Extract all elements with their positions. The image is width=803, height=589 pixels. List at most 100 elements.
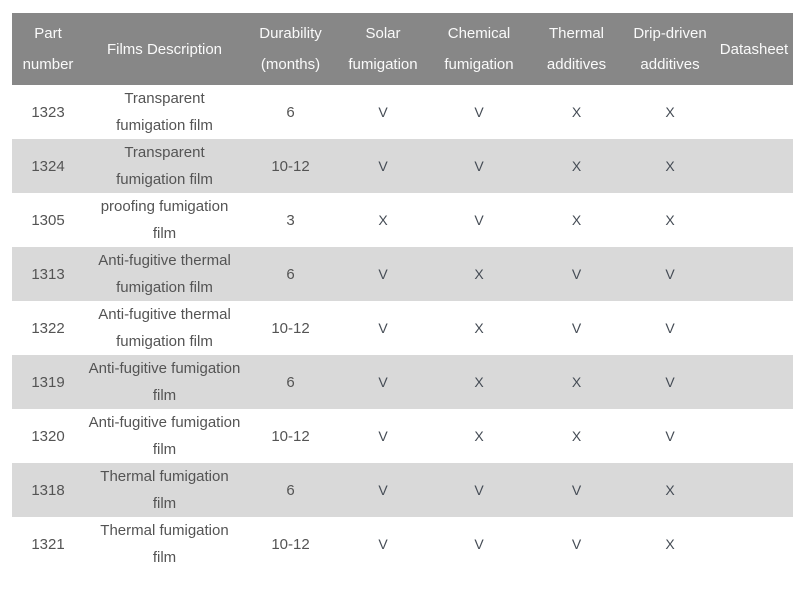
chemical-mark-cell: V <box>474 157 484 174</box>
description-cell: Anti-fugitive fumigation film <box>88 360 241 404</box>
header-line: Durability <box>259 25 322 42</box>
datasheet-cell <box>715 463 793 517</box>
part-number-cell: 1324 <box>31 157 65 175</box>
header-line: fumigation <box>348 56 418 73</box>
thermal-mark-cell: V <box>571 319 582 336</box>
header-line: Films Description <box>106 40 223 58</box>
durability-cell: 10-12 <box>271 157 310 175</box>
part-number-cell: 1321 <box>31 535 65 553</box>
solar-mark-cell: V <box>378 535 388 552</box>
durability-cell: 10-12 <box>271 535 310 553</box>
drip-mark-cell: V <box>665 265 675 282</box>
datasheet-cell <box>715 355 793 409</box>
drip-mark-cell: X <box>665 211 675 228</box>
description-cell: Transparent fumigation film <box>116 144 213 188</box>
table-row: 1323 Transparent fumigation film 6 V V X… <box>12 85 793 139</box>
col-header-durability: Durability (months) <box>245 13 336 85</box>
description-cell: Anti-fugitive thermal fumigation film <box>98 252 231 296</box>
header-line: Part <box>34 25 62 42</box>
thermal-mark-cell: X <box>571 103 582 120</box>
thermal-mark-cell: X <box>571 427 582 444</box>
solar-mark-cell: V <box>378 157 388 174</box>
datasheet-cell <box>715 139 793 193</box>
chemical-mark-cell: X <box>474 427 484 444</box>
thermal-mark-cell: V <box>571 481 582 498</box>
header-line: additives <box>640 56 700 73</box>
drip-mark-cell: X <box>665 157 675 174</box>
table-row: 1322 Anti-fugitive thermal fumigation fi… <box>12 301 793 355</box>
chemical-mark-cell: V <box>474 211 484 228</box>
drip-mark-cell: X <box>665 535 675 552</box>
durability-cell: 3 <box>286 211 295 229</box>
table-row: 1313 Anti-fugitive thermal fumigation fi… <box>12 247 793 301</box>
thermal-mark-cell: X <box>571 373 582 390</box>
header-line: number <box>22 56 74 73</box>
solar-mark-cell: V <box>378 481 388 498</box>
col-header-datasheet: Datasheet <box>715 13 793 85</box>
header-line: (months) <box>260 56 321 73</box>
solar-mark-cell: V <box>378 319 388 336</box>
header-line: Solar <box>365 25 401 42</box>
drip-mark-cell: V <box>665 373 675 390</box>
thermal-mark-cell: V <box>571 265 582 282</box>
part-number-cell: 1318 <box>31 481 65 499</box>
header-line: Drip-driven <box>633 25 707 42</box>
durability-cell: 6 <box>286 481 295 499</box>
table-row: 1319 Anti-fugitive fumigation film 6 V X… <box>12 355 793 409</box>
solar-mark-cell: V <box>378 373 388 390</box>
header-line: fumigation <box>444 56 514 73</box>
chemical-mark-cell: X <box>474 319 484 336</box>
thermal-mark-cell: V <box>571 535 582 552</box>
part-number-cell: 1319 <box>31 373 65 391</box>
col-header-thermal-additives: Thermal additives <box>528 13 625 85</box>
durability-cell: 6 <box>286 265 295 283</box>
drip-mark-cell: V <box>665 319 675 336</box>
table-header: Part number Films Description Durability… <box>12 13 793 85</box>
solar-mark-cell: V <box>378 265 388 282</box>
col-header-films-description: Films Description <box>84 13 245 85</box>
part-number-cell: 1320 <box>31 427 65 445</box>
chemical-mark-cell: V <box>474 481 484 498</box>
header-row: Part number Films Description Durability… <box>12 13 793 85</box>
durability-cell: 6 <box>286 373 295 391</box>
col-header-drip-driven-additives: Drip-driven additives <box>625 13 715 85</box>
datasheet-cell <box>715 85 793 139</box>
drip-mark-cell: V <box>665 427 675 444</box>
header-line: Thermal <box>548 25 604 42</box>
part-number-cell: 1322 <box>31 319 65 337</box>
col-header-part-number: Part number <box>12 13 84 85</box>
table-row: 1321 Thermal fumigation film 10-12 V V V… <box>12 517 793 571</box>
chemical-mark-cell: V <box>474 103 484 120</box>
description-cell: proofing fumigation film <box>100 198 229 242</box>
solar-mark-cell: X <box>378 211 388 228</box>
table-body: 1323 Transparent fumigation film 6 V V X… <box>12 85 793 571</box>
datasheet-cell <box>715 517 793 571</box>
part-number-cell: 1305 <box>31 211 65 229</box>
films-spec-table: Part number Films Description Durability… <box>12 13 793 571</box>
films-spec-table-container: Part number Films Description Durability… <box>12 13 793 571</box>
durability-cell: 6 <box>286 103 295 121</box>
description-cell: Anti-fugitive fumigation film <box>88 414 241 458</box>
durability-cell: 10-12 <box>271 319 310 337</box>
table-row: 1324 Transparent fumigation film 10-12 V… <box>12 139 793 193</box>
datasheet-cell <box>715 301 793 355</box>
part-number-cell: 1313 <box>31 265 65 283</box>
description-cell: Thermal fumigation film <box>100 468 229 512</box>
description-cell: Thermal fumigation film <box>100 522 229 566</box>
durability-cell: 10-12 <box>271 427 310 445</box>
chemical-mark-cell: V <box>474 535 484 552</box>
solar-mark-cell: V <box>378 427 388 444</box>
drip-mark-cell: X <box>665 103 675 120</box>
col-header-solar-fumigation: Solar fumigation <box>336 13 430 85</box>
solar-mark-cell: V <box>378 103 388 120</box>
thermal-mark-cell: X <box>571 157 582 174</box>
thermal-mark-cell: X <box>571 211 582 228</box>
description-cell: Anti-fugitive thermal fumigation film <box>98 306 231 350</box>
datasheet-cell <box>715 247 793 301</box>
part-number-cell: 1323 <box>31 103 65 121</box>
datasheet-cell <box>715 193 793 247</box>
header-line: Chemical <box>447 25 511 42</box>
col-header-chemical-fumigation: Chemical fumigation <box>430 13 528 85</box>
header-line: additives <box>546 56 607 73</box>
description-cell: Transparent fumigation film <box>116 90 213 134</box>
